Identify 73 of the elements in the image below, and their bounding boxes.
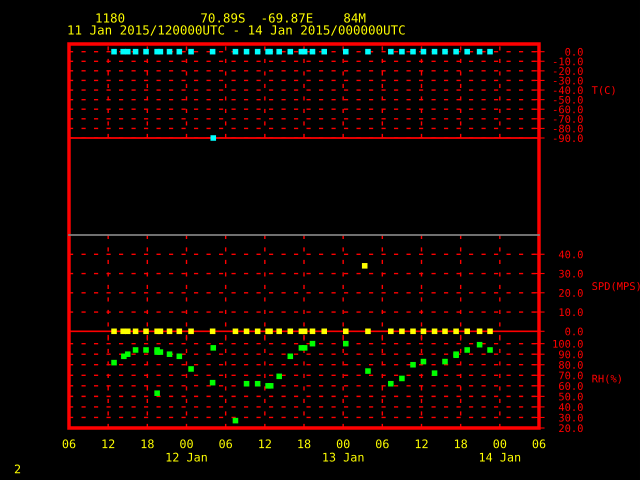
x-tick-label: 06 (62, 439, 76, 448)
y-axis-title: SPD(MPS) (592, 282, 640, 292)
point (399, 376, 405, 382)
point (343, 340, 349, 346)
y-tick-label: -10.0 (554, 58, 583, 66)
x-tick-label: 06 (532, 439, 546, 448)
point (365, 368, 371, 374)
y-tick-label: -40.0 (554, 86, 583, 94)
y-tick-label: -50.0 (554, 96, 583, 104)
point (476, 342, 482, 348)
x-tick-label: 06 (219, 439, 232, 448)
point (388, 380, 394, 386)
point (124, 351, 131, 357)
point (176, 354, 182, 360)
x-tick-label: 00 12 Jan (166, 439, 207, 462)
point (276, 374, 282, 380)
point (188, 366, 194, 372)
y-tick-label: 80.0 (559, 360, 583, 369)
point (232, 418, 238, 424)
y-tick-label: 20.0 (559, 289, 583, 297)
chart-subtitle: 11 Jan 2015/120000UTC - 14 Jan 2015/000000UTC (68, 25, 405, 36)
y-tick-label: 10.0 (560, 308, 583, 316)
x-tick-label: 18 (454, 439, 468, 448)
y-tick-label: -30.0 (554, 76, 583, 85)
point (210, 345, 216, 351)
y-tick-label: 70.0 (559, 372, 583, 380)
y-tick-label: 50.0 (559, 392, 583, 401)
x-tick-label: 12 (102, 439, 114, 448)
text: 2 (14, 464, 20, 474)
point (288, 354, 294, 360)
point (154, 390, 160, 396)
point (210, 380, 216, 386)
y-tick-label: -70.0 (554, 115, 583, 123)
x-tick-label: 12 (416, 439, 428, 448)
point (158, 349, 164, 355)
y-tick-label: 40.0 (558, 403, 583, 412)
x-tick-label: 06 (376, 439, 389, 448)
x-tick-label: 18 (298, 439, 310, 448)
y-tick-label: 20.0 (559, 424, 583, 432)
y-tick-label: -60.0 (554, 105, 583, 114)
point (464, 347, 470, 353)
point (302, 345, 308, 351)
y-tick-label: 0.0 (565, 48, 583, 56)
point (310, 340, 316, 346)
y-tick-label: -90.0 (554, 134, 583, 142)
x-tick-label: 18 (142, 439, 154, 448)
chart-title: 1180 70.89S -69.87E 84M (96, 13, 366, 23)
point (410, 362, 416, 368)
point (132, 347, 138, 353)
y-tick-label: 60.0 (559, 382, 583, 390)
y-axis-title: T(C) (592, 86, 615, 96)
y-tick-label: 100.0 (553, 340, 583, 348)
point (111, 360, 117, 366)
x-tick-label: 00 14 Jan (480, 439, 520, 462)
point (432, 370, 438, 376)
y-tick-label: -20.0 (554, 67, 583, 75)
y-tick-label: 0.0 (565, 328, 583, 336)
y-tick-label: 40.0 (558, 250, 583, 258)
point (254, 380, 260, 386)
point (487, 347, 493, 353)
point (442, 358, 448, 364)
point (143, 347, 149, 353)
point (268, 383, 274, 389)
point (244, 380, 250, 386)
x-tick-label: 00 13 Jan (323, 439, 364, 462)
y-tick-label: -80.0 (554, 124, 583, 133)
y-tick-label: 30.0 (559, 270, 583, 278)
point (420, 358, 426, 364)
x-tick-label: 12 (259, 439, 271, 448)
y-tick-label: 30.0 (559, 414, 583, 422)
y-tick-label: 90.0 (559, 350, 583, 358)
point (166, 351, 172, 357)
y-axis-title: RH(%) (592, 374, 621, 384)
